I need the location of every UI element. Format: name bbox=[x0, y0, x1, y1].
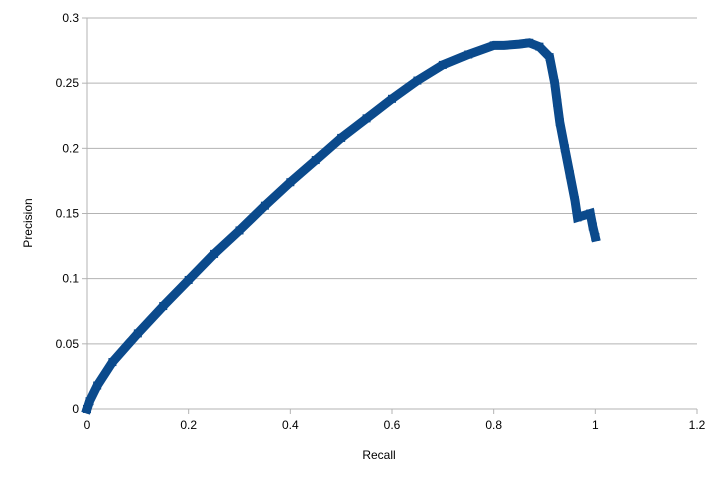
series-layer bbox=[81, 38, 601, 415]
x-tick-labels: 0 0.2 0.4 0.6 0.8 1 1.2 bbox=[84, 418, 706, 432]
data-point bbox=[362, 114, 371, 123]
data-point bbox=[515, 40, 524, 49]
data-point bbox=[93, 381, 102, 390]
data-point bbox=[591, 232, 600, 241]
data-point bbox=[438, 60, 447, 69]
data-point bbox=[560, 144, 569, 153]
data-point bbox=[235, 226, 244, 235]
axes bbox=[82, 17, 698, 414]
y-tick-label: 0.2 bbox=[62, 141, 79, 155]
data-point bbox=[210, 249, 219, 258]
data-point bbox=[184, 275, 193, 284]
x-tick-label: 0 bbox=[84, 418, 91, 432]
data-point bbox=[108, 358, 117, 367]
x-tick-label: 0.4 bbox=[282, 418, 299, 432]
data-point bbox=[588, 222, 597, 231]
data-point bbox=[553, 98, 562, 107]
data-point bbox=[535, 42, 544, 51]
y-tick-labels: 0 0.05 0.1 0.15 0.2 0.25 0.3 bbox=[56, 11, 80, 416]
x-tick-label: 0.2 bbox=[180, 418, 197, 432]
data-point bbox=[545, 53, 554, 62]
data-point bbox=[555, 118, 564, 127]
data-point bbox=[85, 397, 94, 406]
data-point bbox=[525, 38, 534, 47]
x-tick-label: 0.6 bbox=[384, 418, 401, 432]
x-tick-label: 1.2 bbox=[689, 418, 706, 432]
x-axis-title: Recall bbox=[362, 448, 395, 462]
data-point bbox=[159, 302, 168, 311]
series-line bbox=[81, 38, 601, 415]
y-tick-label: 0.3 bbox=[62, 11, 79, 25]
data-point bbox=[586, 209, 595, 218]
data-point bbox=[573, 213, 582, 222]
y-tick-label: 0.05 bbox=[56, 337, 80, 351]
y-tick-label: 0.1 bbox=[62, 272, 79, 286]
data-point bbox=[571, 196, 579, 205]
data-point bbox=[337, 133, 346, 142]
x-tick-label: 0.8 bbox=[485, 418, 502, 432]
data-point bbox=[565, 170, 574, 179]
data-point bbox=[550, 79, 559, 88]
data-point bbox=[464, 50, 473, 59]
y-tick-label: 0.15 bbox=[56, 207, 80, 221]
x-tick-label: 1 bbox=[592, 418, 599, 432]
data-point bbox=[388, 94, 396, 103]
data-point bbox=[499, 41, 508, 50]
data-point bbox=[260, 201, 269, 210]
data-point bbox=[489, 41, 498, 50]
data-point bbox=[311, 156, 320, 165]
data-point bbox=[286, 178, 295, 187]
y-tick-label: 0 bbox=[72, 402, 79, 416]
data-point bbox=[133, 329, 142, 338]
data-point bbox=[413, 76, 422, 85]
y-axis-title: Precision bbox=[21, 198, 35, 247]
y-tick-label: 0.25 bbox=[56, 76, 80, 90]
data-point bbox=[83, 405, 91, 413]
